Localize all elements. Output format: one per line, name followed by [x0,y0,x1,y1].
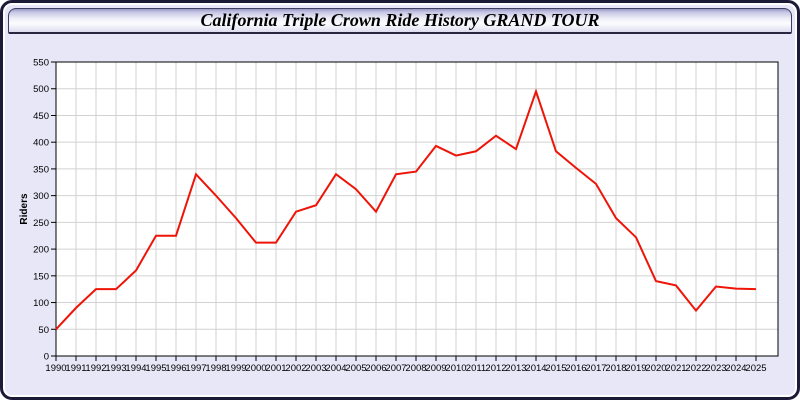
svg-text:2000: 2000 [245,363,266,374]
svg-text:2014: 2014 [525,363,546,374]
svg-text:2008: 2008 [405,363,426,374]
svg-text:2019: 2019 [625,363,646,374]
svg-text:2005: 2005 [345,363,366,374]
svg-text:2025: 2025 [745,363,766,374]
chart-title: California Triple Crown Ride History GRA… [200,10,600,30]
svg-text:2020: 2020 [645,363,666,374]
svg-text:50: 50 [38,325,49,336]
tick-marks [51,61,757,361]
svg-text:2024: 2024 [725,363,746,374]
y-axis-labels: 0 50 100 150 200 250 300 350 400 450 500 550 [33,58,49,363]
svg-text:2013: 2013 [505,363,526,374]
svg-text:1994: 1994 [125,363,146,374]
plot-background [56,62,778,356]
svg-text:0: 0 [44,352,49,363]
svg-text:300: 300 [33,191,49,202]
svg-text:1992: 1992 [85,363,106,374]
svg-text:2023: 2023 [705,363,726,374]
svg-text:2022: 2022 [685,363,706,374]
svg-text:2001: 2001 [265,363,286,374]
svg-text:2003: 2003 [305,363,326,374]
svg-text:2002: 2002 [285,363,306,374]
plot-border [55,61,779,357]
svg-text:2006: 2006 [365,363,386,374]
svg-text:2018: 2018 [605,363,626,374]
chart-area: 1990 1991 1992 1993 1994 1995 1996 1997 1998 1999… [3,36,797,397]
svg-text:1993: 1993 [105,363,126,374]
svg-text:2021: 2021 [665,363,686,374]
svg-text:2012: 2012 [485,363,506,374]
svg-text:2011: 2011 [466,363,486,374]
gridlines [55,61,778,357]
svg-text:2015: 2015 [545,363,566,374]
svg-text:550: 550 [33,58,49,69]
svg-text:1998: 1998 [205,363,226,374]
svg-text:2016: 2016 [565,363,586,374]
svg-text:1995: 1995 [145,363,166,374]
svg-text:1990: 1990 [45,363,66,374]
svg-text:450: 450 [33,111,49,122]
svg-text:250: 250 [33,218,49,229]
svg-text:2009: 2009 [425,363,446,374]
y-axis-title: Riders [19,193,30,225]
svg-text:1991: 1991 [65,363,86,374]
series-line-riders [55,88,757,330]
svg-text:1996: 1996 [165,363,186,374]
svg-text:2004: 2004 [325,363,346,374]
svg-text:100: 100 [33,298,49,309]
svg-text:1999: 1999 [225,363,246,374]
x-axis-labels: 1990199119921993199419951996199719981999… [45,363,766,374]
svg-text:1997: 1997 [185,363,206,374]
svg-text:2007: 2007 [385,363,406,374]
title-bar: California Triple Crown Ride History GRA… [8,8,792,34]
svg-text:2010: 2010 [445,363,466,374]
svg-text:400: 400 [33,138,49,149]
svg-text:150: 150 [33,271,49,282]
svg-text:500: 500 [33,84,49,95]
svg-text:2017: 2017 [585,363,606,374]
riders-line-chart: 1990199119921993199419951996199719981999… [19,58,779,374]
svg-text:350: 350 [33,164,49,175]
svg-text:200: 200 [33,245,49,256]
